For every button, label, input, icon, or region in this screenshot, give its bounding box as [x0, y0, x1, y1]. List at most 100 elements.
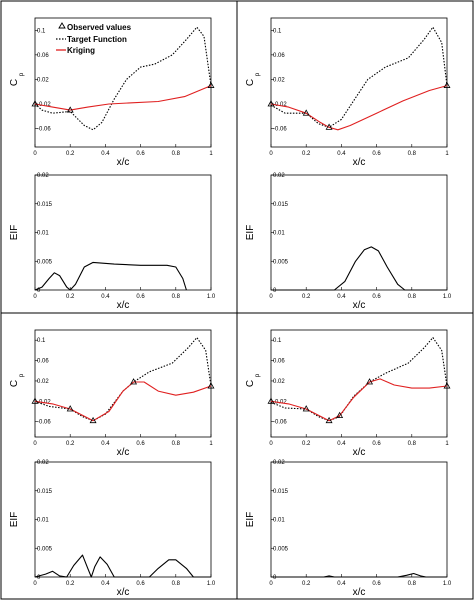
x-tick-label: 1	[445, 151, 449, 157]
y-axis-label: EIF	[9, 512, 20, 528]
x-tick-label: 0.8	[408, 151, 417, 157]
observed-point-marker	[89, 416, 97, 424]
x-tick-label: 1	[209, 151, 213, 157]
x-tick-label: 0.8	[408, 441, 417, 447]
top-left-cp-panel: 0 0.2 0.4 0.6 0.8 1 0.1 0.06 0.02 -0.02 -0.06 x/c Cp	[9, 17, 215, 168]
legend-observed-marker	[58, 22, 66, 29]
x-tick-label: 0.4	[101, 294, 110, 300]
top-right-cp-panel: 0 0.2 0.4 0.6 0.8 1 0.1 0.06 0.02 -0.02 -0.06 x/c Cp	[245, 17, 451, 168]
y-axis-label: EIF	[245, 512, 256, 528]
lower-left-eif-panel: 0 0.2 0.4 0.6 0.8 1.0 0 0.005 0.01 0.015 0.02 x/c EI…	[9, 460, 216, 598]
y-tick-label: 0.015	[273, 489, 289, 495]
x-tick-label: 1.0	[207, 294, 216, 300]
lower-right-eif-panel: 0 0.2 0.4 0.6 0.8 1.0 0 0.005 0.01 0.015 0.02 x/c EI…	[245, 460, 452, 598]
x-tick-label: 0	[269, 294, 273, 300]
x-tick-label: 1	[445, 441, 449, 447]
legend-observed-label: Observed values	[67, 23, 132, 32]
x-axis-label: x/c	[353, 157, 366, 168]
x-axis-label: x/c	[117, 447, 130, 458]
x-tick-label: 0.6	[372, 151, 381, 157]
y-tick-label: 0	[37, 288, 41, 294]
y-tick-label: 0.1	[37, 338, 46, 344]
y-axis-label: EIF	[245, 225, 256, 241]
y-tick-label: 0.02	[273, 173, 285, 179]
x-axis-label: x/c	[117, 587, 130, 598]
observed-point-marker	[66, 106, 74, 113]
y-tick-label: 0.015	[37, 489, 53, 495]
y-tick-label: 0.005	[273, 546, 289, 552]
eif-line	[34, 554, 211, 578]
legend-kriging-label: Kriging	[67, 46, 95, 55]
observed-point-marker	[366, 378, 374, 385]
y-tick-label: 0.02	[273, 77, 285, 83]
observed-point-marker	[443, 382, 451, 389]
y-tick-label: -0.06	[273, 420, 287, 426]
y-tick-label: 0.005	[37, 546, 53, 552]
x-tick-label: 0.8	[172, 441, 181, 447]
x-tick-label: 1.0	[443, 581, 452, 587]
y-tick-label: -0.06	[37, 420, 51, 426]
y-tick-label: 0.02	[37, 173, 49, 179]
y-tick-label: 0.1	[273, 338, 282, 344]
y-axis-label-subscript: p	[255, 373, 261, 377]
y-tick-label: 0.005	[37, 259, 53, 265]
x-tick-label: 0	[269, 151, 273, 157]
y-tick-label: 0.01	[37, 231, 49, 237]
x-axis-label: x/c	[353, 300, 366, 311]
y-axis-label: C	[9, 79, 20, 86]
y-tick-label: 0.02	[37, 77, 49, 83]
observed-point-marker	[267, 397, 275, 404]
target-function-line	[34, 26, 212, 131]
y-tick-label: 0	[37, 575, 41, 581]
kriging-line	[270, 85, 448, 131]
upper-right-eif-panel: 0 0.2 0.4 0.6 0.8 1.0 0 0.005 0.01 0.015 0.02 x/c EI…	[245, 173, 452, 311]
y-axis-label: C	[245, 79, 256, 86]
x-tick-label: 0.4	[101, 441, 110, 447]
y-axis-label-subscript: p	[19, 72, 25, 76]
x-tick-label: 0.8	[408, 294, 417, 300]
y-tick-label: -0.02	[37, 102, 51, 108]
y-tick-label: -0.02	[273, 102, 287, 108]
kriging-line	[34, 381, 212, 422]
observed-point-marker	[336, 411, 344, 419]
x-tick-label: 0.2	[302, 151, 311, 157]
observed-point-marker	[302, 405, 310, 412]
y-tick-label: 0.06	[273, 53, 285, 59]
eif-line	[34, 261, 187, 291]
y-tick-label: 0.06	[273, 359, 285, 365]
x-axis-label: x/c	[117, 157, 130, 168]
lower-right-cp-panel: 0 0.2 0.4 0.6 0.8 10.10.060.02-0.02-0.06x/cCp	[245, 329, 451, 458]
x-tick-label: 0.2	[66, 294, 75, 300]
y-tick-label: -0.06	[273, 127, 287, 133]
y-tick-label: 0.06	[37, 53, 49, 59]
y-tick-label: -0.06	[37, 127, 51, 133]
x-tick-label: 1.0	[443, 294, 452, 300]
y-tick-label: 0.01	[273, 231, 285, 237]
x-tick-label: 0.2	[66, 581, 75, 587]
x-axis-label: x/c	[117, 300, 130, 311]
observed-point-marker	[443, 81, 451, 88]
x-tick-label: 0	[33, 581, 37, 587]
y-tick-label: 0.02	[273, 379, 285, 385]
x-tick-label: 0.2	[302, 441, 311, 447]
x-tick-label: 1.0	[207, 581, 216, 587]
x-tick-label: 0.2	[66, 151, 75, 157]
x-tick-label: 0.6	[136, 581, 145, 587]
x-axis-label: x/c	[353, 447, 366, 458]
x-tick-label: 0	[269, 581, 273, 587]
x-tick-label: 0.8	[172, 581, 181, 587]
observed-point-marker	[66, 405, 74, 412]
x-tick-label: 0.6	[372, 441, 381, 447]
x-tick-label: 0.6	[372, 294, 381, 300]
observed-point-marker	[302, 109, 310, 116]
y-tick-label: 0.02	[37, 460, 49, 466]
kriging-line	[270, 378, 448, 422]
legend: Observed values Target Function Kriging	[56, 22, 132, 55]
observed-point-marker	[207, 81, 215, 88]
x-tick-label: 0.2	[302, 581, 311, 587]
eif-line	[271, 572, 447, 578]
x-tick-label: 0	[33, 151, 37, 157]
observed-point-marker	[325, 416, 333, 424]
